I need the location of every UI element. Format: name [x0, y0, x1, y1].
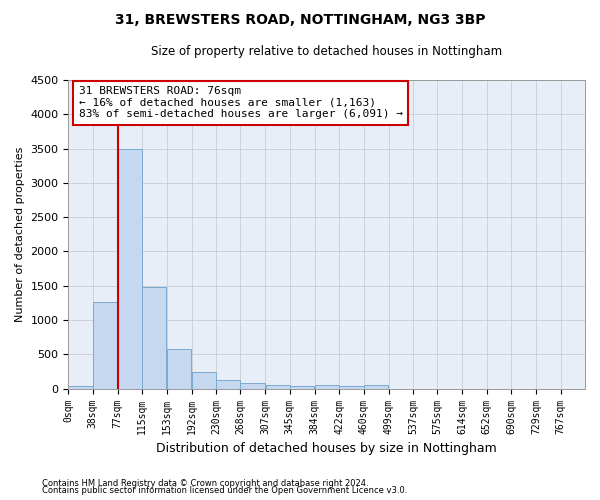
- Bar: [290, 386, 314, 388]
- Bar: [266, 384, 290, 388]
- Bar: [167, 349, 191, 389]
- Bar: [241, 382, 265, 388]
- Bar: [68, 386, 92, 388]
- Y-axis label: Number of detached properties: Number of detached properties: [15, 146, 25, 322]
- Bar: [118, 148, 142, 388]
- Text: Contains public sector information licensed under the Open Government Licence v3: Contains public sector information licen…: [42, 486, 407, 495]
- Bar: [340, 386, 364, 388]
- Bar: [216, 380, 240, 388]
- Text: Contains HM Land Registry data © Crown copyright and database right 2024.: Contains HM Land Registry data © Crown c…: [42, 478, 368, 488]
- Bar: [142, 287, 166, 388]
- X-axis label: Distribution of detached houses by size in Nottingham: Distribution of detached houses by size …: [157, 442, 497, 455]
- Bar: [93, 302, 117, 388]
- Text: 31 BREWSTERS ROAD: 76sqm
← 16% of detached houses are smaller (1,163)
83% of sem: 31 BREWSTERS ROAD: 76sqm ← 16% of detach…: [79, 86, 403, 120]
- Bar: [364, 384, 388, 388]
- Text: 31, BREWSTERS ROAD, NOTTINGHAM, NG3 3BP: 31, BREWSTERS ROAD, NOTTINGHAM, NG3 3BP: [115, 12, 485, 26]
- Bar: [315, 386, 339, 388]
- Title: Size of property relative to detached houses in Nottingham: Size of property relative to detached ho…: [151, 45, 502, 58]
- Bar: [192, 372, 216, 388]
